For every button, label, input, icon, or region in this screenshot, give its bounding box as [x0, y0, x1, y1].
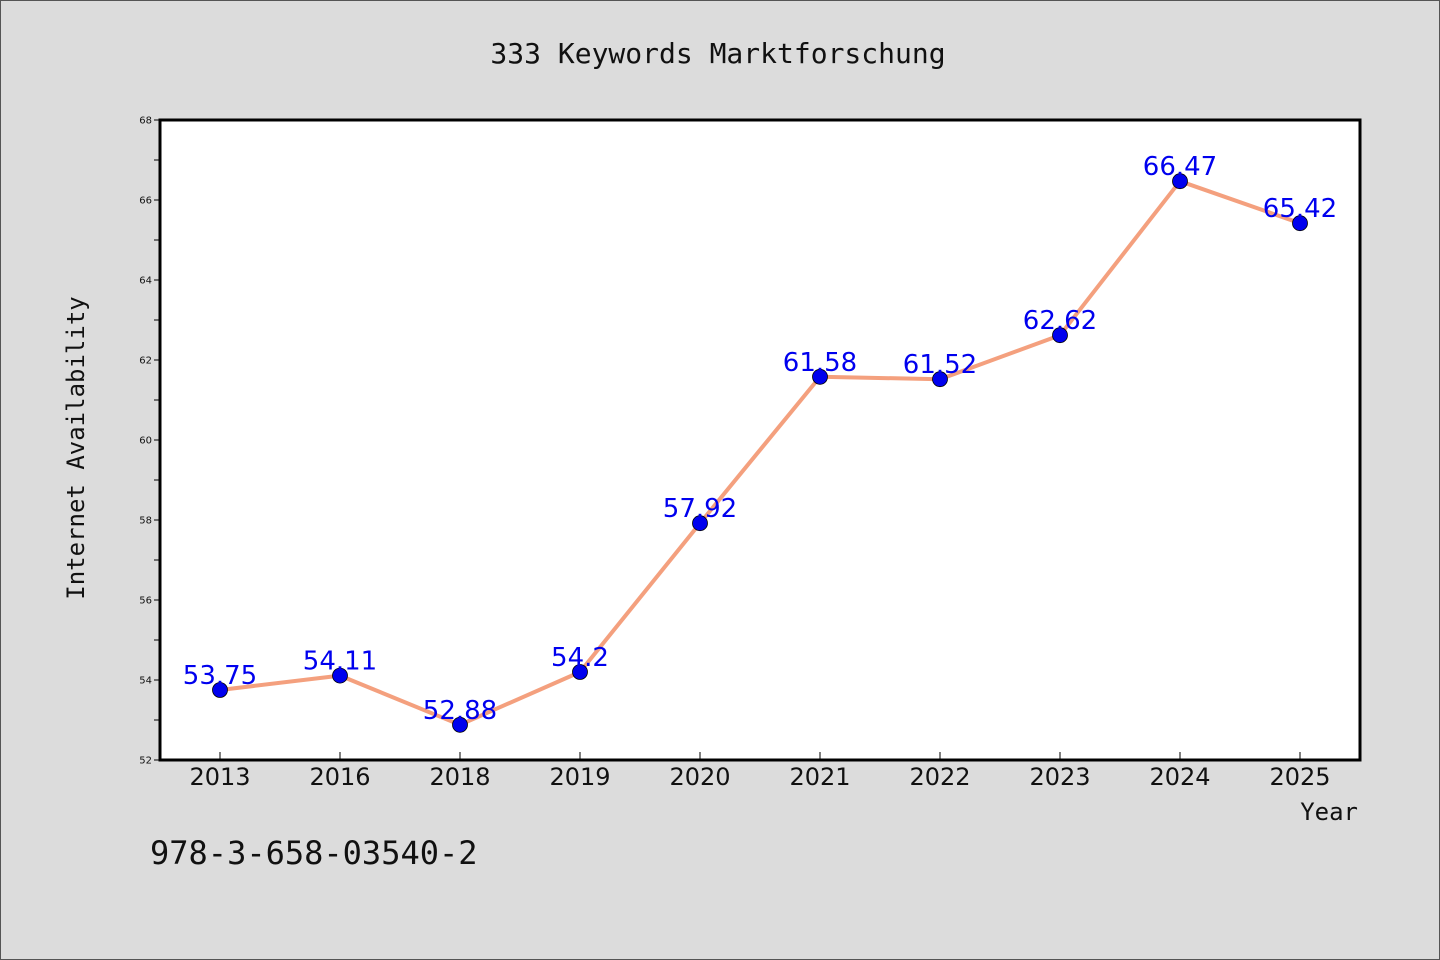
- y-tick-label: 56: [139, 596, 152, 607]
- y-tick-label: 52: [139, 756, 152, 767]
- x-tick-label: 2018: [429, 763, 490, 791]
- x-axis-label: Year: [1300, 798, 1358, 826]
- isbn-text: 978-3-658-03540-2: [150, 834, 478, 872]
- data-point: [812, 368, 828, 385]
- x-tick-label: 2013: [189, 763, 250, 791]
- x-axis: 2013 2016 2018 2019 2020 2021 2022 2023 2024 2025: [189, 752, 1331, 791]
- x-tick-label: 2020: [669, 763, 730, 791]
- x-tick-label: 2023: [1029, 763, 1090, 791]
- data-label: 57.92: [663, 494, 737, 524]
- data-label: 66.47: [1143, 152, 1217, 182]
- y-tick-label: 62: [139, 356, 152, 367]
- plot-frame: [158, 118, 1362, 762]
- x-tick-label: 2022: [909, 763, 970, 791]
- data-label: 53.75: [183, 661, 257, 691]
- x-tick-label: 2016: [309, 763, 370, 791]
- data-label: 54.2: [551, 643, 609, 673]
- series-layer: 53.75 54.11 52.88 54.2 57.92 61.58 61.52 62.62 6…: [183, 152, 1337, 733]
- y-axis: 52 54 56 58 60 62 64 66 68: [139, 116, 160, 767]
- data-point: [1172, 173, 1188, 190]
- data-point: [332, 667, 348, 684]
- data-point: [1052, 327, 1068, 344]
- y-tick-label: 58: [139, 516, 152, 527]
- x-tick-label: 2024: [1149, 763, 1210, 791]
- data-point: [452, 716, 468, 733]
- data-point: [692, 515, 708, 532]
- data-label: 61.58: [783, 348, 857, 378]
- y-axis-label: Internet Availability: [62, 296, 90, 599]
- y-tick-label: 54: [139, 676, 152, 687]
- data-label: 54.11: [303, 647, 377, 677]
- x-tick-label: 2019: [549, 763, 610, 791]
- y-tick-label: 68: [139, 116, 152, 127]
- data-label: 65.42: [1263, 194, 1337, 224]
- y-tick-label: 66: [139, 196, 152, 207]
- data-label: 52.88: [423, 696, 497, 726]
- x-tick-label: 2021: [789, 763, 850, 791]
- y-tick-label: 64: [139, 276, 152, 287]
- data-label: 61.52: [903, 350, 977, 380]
- data-point: [932, 371, 948, 388]
- x-tick-label: 2025: [1269, 763, 1330, 791]
- data-label: 62.62: [1023, 306, 1097, 336]
- data-point: [572, 664, 588, 680]
- y-tick-label: 60: [139, 436, 152, 447]
- data-point: [212, 682, 228, 698]
- plot-area: [160, 120, 1360, 760]
- data-point: [1292, 215, 1308, 232]
- series-line: [218, 179, 1302, 727]
- chart-title: 333 Keywords Marktforschung: [490, 37, 945, 70]
